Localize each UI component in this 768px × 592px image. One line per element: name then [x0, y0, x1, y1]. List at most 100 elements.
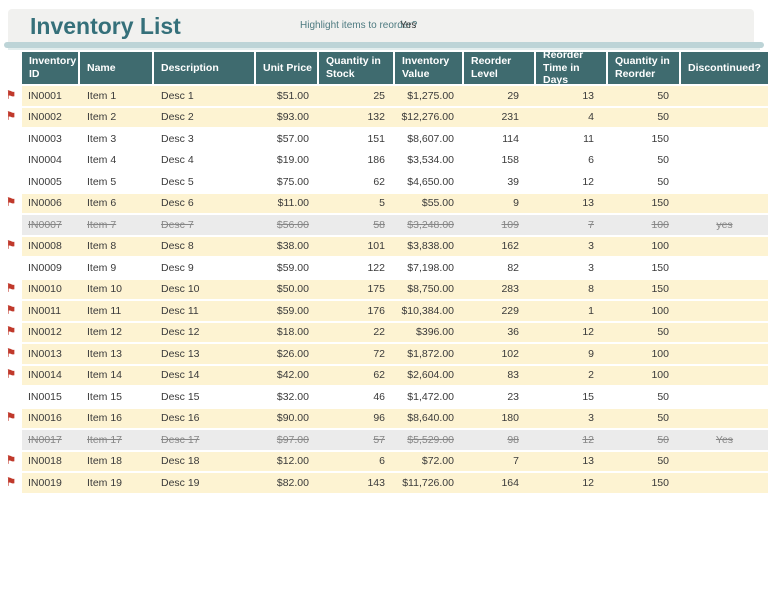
- cell-unit-price[interactable]: $12.00: [256, 451, 319, 473]
- cell-inventory-id[interactable]: IN0015: [22, 387, 80, 409]
- cell-unit-price[interactable]: $59.00: [256, 301, 319, 323]
- cell-inventory-id[interactable]: IN0010: [22, 279, 80, 301]
- cell-reorder-time-in-days[interactable]: 4: [536, 107, 608, 129]
- cell-unit-price[interactable]: $56.00: [256, 215, 319, 237]
- cell-name[interactable]: Item 12: [80, 322, 154, 344]
- cell-quantity-in-stock[interactable]: 176: [319, 301, 395, 323]
- cell-unit-price[interactable]: $59.00: [256, 258, 319, 280]
- cell-description[interactable]: Desc 3: [154, 129, 256, 151]
- cell-reorder-time-in-days[interactable]: 13: [536, 451, 608, 473]
- cell-unit-price[interactable]: $32.00: [256, 387, 319, 409]
- cell-reorder-time-in-days[interactable]: 12: [536, 430, 608, 452]
- cell-unit-price[interactable]: $50.00: [256, 279, 319, 301]
- cell-inventory-value[interactable]: $12,276.00: [395, 107, 464, 129]
- cell-name[interactable]: Item 4: [80, 150, 154, 172]
- cell-inventory-id[interactable]: IN0006: [22, 193, 80, 215]
- cell-name[interactable]: Item 13: [80, 344, 154, 366]
- cell-inventory-id[interactable]: IN0017: [22, 430, 80, 452]
- cell-name[interactable]: Item 1: [80, 86, 154, 108]
- cell-inventory-value[interactable]: $5,529.00: [395, 430, 464, 452]
- cell-reorder-time-in-days[interactable]: 9: [536, 344, 608, 366]
- cell-reorder-time-in-days[interactable]: 1: [536, 301, 608, 323]
- cell-discontinued[interactable]: Yes: [681, 430, 768, 452]
- cell-inventory-id[interactable]: IN0007: [22, 215, 80, 237]
- cell-discontinued[interactable]: [681, 193, 768, 215]
- cell-reorder-time-in-days[interactable]: 11: [536, 129, 608, 151]
- cell-description[interactable]: Desc 14: [154, 365, 256, 387]
- cell-inventory-id[interactable]: IN0008: [22, 236, 80, 258]
- cell-description[interactable]: Desc 12: [154, 322, 256, 344]
- cell-description[interactable]: Desc 10: [154, 279, 256, 301]
- cell-quantity-in-stock[interactable]: 186: [319, 150, 395, 172]
- cell-quantity-in-reorder[interactable]: 50: [608, 86, 681, 108]
- cell-description[interactable]: Desc 19: [154, 473, 256, 495]
- cell-reorder-level[interactable]: 158: [464, 150, 536, 172]
- cell-reorder-level[interactable]: 29: [464, 86, 536, 108]
- cell-unit-price[interactable]: $11.00: [256, 193, 319, 215]
- cell-reorder-level[interactable]: 102: [464, 344, 536, 366]
- cell-unit-price[interactable]: $75.00: [256, 172, 319, 194]
- cell-quantity-in-reorder[interactable]: 150: [608, 473, 681, 495]
- column-header-inventory-id[interactable]: Inventory ID: [22, 52, 80, 86]
- cell-quantity-in-stock[interactable]: 57: [319, 430, 395, 452]
- cell-description[interactable]: Desc 2: [154, 107, 256, 129]
- cell-inventory-id[interactable]: IN0003: [22, 129, 80, 151]
- cell-inventory-id[interactable]: IN0001: [22, 86, 80, 108]
- cell-reorder-level[interactable]: 83: [464, 365, 536, 387]
- cell-quantity-in-stock[interactable]: 25: [319, 86, 395, 108]
- cell-reorder-level[interactable]: 164: [464, 473, 536, 495]
- cell-quantity-in-reorder[interactable]: 50: [608, 172, 681, 194]
- cell-quantity-in-reorder[interactable]: 50: [608, 430, 681, 452]
- cell-inventory-value[interactable]: $3,248.00: [395, 215, 464, 237]
- cell-discontinued[interactable]: [681, 279, 768, 301]
- cell-name[interactable]: Item 18: [80, 451, 154, 473]
- cell-inventory-id[interactable]: IN0011: [22, 301, 80, 323]
- cell-discontinued[interactable]: [681, 365, 768, 387]
- cell-inventory-value[interactable]: $1,872.00: [395, 344, 464, 366]
- cell-inventory-id[interactable]: IN0002: [22, 107, 80, 129]
- cell-discontinued[interactable]: [681, 86, 768, 108]
- cell-quantity-in-reorder[interactable]: 150: [608, 258, 681, 280]
- cell-reorder-time-in-days[interactable]: 13: [536, 86, 608, 108]
- cell-discontinued[interactable]: [681, 107, 768, 129]
- cell-quantity-in-stock[interactable]: 72: [319, 344, 395, 366]
- cell-name[interactable]: Item 8: [80, 236, 154, 258]
- cell-discontinued[interactable]: [681, 150, 768, 172]
- cell-reorder-time-in-days[interactable]: 8: [536, 279, 608, 301]
- cell-reorder-level[interactable]: 36: [464, 322, 536, 344]
- cell-reorder-level[interactable]: 23: [464, 387, 536, 409]
- cell-description[interactable]: Desc 13: [154, 344, 256, 366]
- cell-quantity-in-reorder[interactable]: 150: [608, 129, 681, 151]
- cell-quantity-in-stock[interactable]: 22: [319, 322, 395, 344]
- cell-description[interactable]: Desc 15: [154, 387, 256, 409]
- cell-quantity-in-reorder[interactable]: 50: [608, 451, 681, 473]
- cell-description[interactable]: Desc 5: [154, 172, 256, 194]
- cell-discontinued[interactable]: [681, 322, 768, 344]
- cell-description[interactable]: Desc 4: [154, 150, 256, 172]
- cell-name[interactable]: Item 2: [80, 107, 154, 129]
- cell-name[interactable]: Item 15: [80, 387, 154, 409]
- cell-name[interactable]: Item 16: [80, 408, 154, 430]
- cell-description[interactable]: Desc 11: [154, 301, 256, 323]
- cell-inventory-value[interactable]: $11,726.00: [395, 473, 464, 495]
- cell-unit-price[interactable]: $57.00: [256, 129, 319, 151]
- cell-quantity-in-reorder[interactable]: 50: [608, 322, 681, 344]
- cell-quantity-in-reorder[interactable]: 100: [608, 301, 681, 323]
- cell-description[interactable]: Desc 1: [154, 86, 256, 108]
- cell-reorder-level[interactable]: 283: [464, 279, 536, 301]
- cell-reorder-level[interactable]: 180: [464, 408, 536, 430]
- cell-inventory-value[interactable]: $10,384.00: [395, 301, 464, 323]
- cell-discontinued[interactable]: [681, 408, 768, 430]
- cell-inventory-value[interactable]: $8,640.00: [395, 408, 464, 430]
- cell-unit-price[interactable]: $90.00: [256, 408, 319, 430]
- cell-quantity-in-reorder[interactable]: 150: [608, 279, 681, 301]
- cell-description[interactable]: Desc 9: [154, 258, 256, 280]
- cell-name[interactable]: Item 19: [80, 473, 154, 495]
- cell-inventory-value[interactable]: $7,198.00: [395, 258, 464, 280]
- cell-reorder-time-in-days[interactable]: 13: [536, 193, 608, 215]
- cell-discontinued[interactable]: [681, 473, 768, 495]
- cell-name[interactable]: Item 17: [80, 430, 154, 452]
- cell-quantity-in-reorder[interactable]: 50: [608, 408, 681, 430]
- cell-discontinued[interactable]: [681, 451, 768, 473]
- cell-inventory-value[interactable]: $8,750.00: [395, 279, 464, 301]
